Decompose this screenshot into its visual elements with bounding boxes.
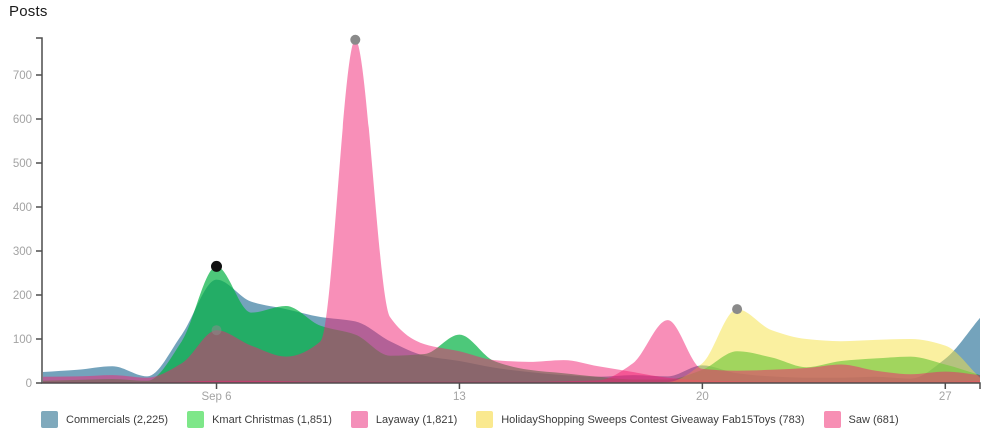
peak-marker-layaway-day6[interactable]: [211, 325, 222, 336]
y-tick-label: 700: [13, 70, 32, 82]
y-tick-label: 300: [13, 246, 32, 258]
legend-label: HolidayShopping Sweeps Contest Giveaway …: [501, 413, 805, 426]
legend-item-kmart-christmas[interactable]: Kmart Christmas (1,851): [187, 411, 332, 428]
peak-marker-holidayshopping-sweeps-contest-giveaway-fab15toys-day21[interactable]: [732, 304, 743, 315]
legend-swatch-holidayshopping-sweeps-contest-giveaway-fab15toys: [476, 411, 494, 428]
legend-swatch-commercials: [41, 411, 58, 428]
x-tick-label: 13: [453, 391, 466, 403]
legend-swatch-layaway: [350, 411, 368, 428]
legend-label: Saw (681): [848, 413, 899, 426]
page-title: Posts: [9, 3, 48, 20]
peak-marker-layaway-day10[interactable]: [350, 34, 361, 45]
legend-swatch-kmart-christmas: [187, 411, 205, 428]
legend-label: Kmart Christmas (1,851): [212, 413, 332, 426]
area-series-layaway[interactable]: [43, 39, 980, 384]
y-tick-label: 200: [13, 290, 32, 302]
legend-item-saw[interactable]: Saw (681): [823, 411, 899, 428]
axes: [36, 37, 981, 389]
y-tick-label: 500: [13, 158, 32, 170]
x-tick-label: 27: [939, 391, 952, 403]
legend-item-layaway[interactable]: Layaway (1,821): [350, 411, 458, 428]
y-tick-label: 100: [13, 334, 32, 346]
x-tick-label: 20: [696, 391, 709, 403]
area-series-saw[interactable]: [43, 320, 980, 383]
legend-label: Commercials (2,225): [66, 413, 169, 426]
y-tick-label: 400: [13, 202, 32, 214]
legend-item-commercials[interactable]: Commercials (2,225): [41, 411, 168, 428]
chart-legend: Commercials (2,225) Kmart Christmas (1,85…: [41, 411, 899, 428]
legend-label: Layaway (1,821): [375, 413, 458, 426]
y-tick-label: 0: [26, 378, 32, 390]
y-tick-label: 600: [13, 114, 32, 126]
legend-swatch-saw: [823, 411, 841, 428]
legend-item-holidayshopping-sweeps-contest-giveaway-fab15toys[interactable]: HolidayShopping Sweeps Contest Giveaway …: [476, 411, 805, 428]
peak-marker-kmart-christmas-day6[interactable]: [211, 260, 222, 272]
area-series-holidayshopping-sweeps-contest-giveaway-fab15toys[interactable]: [43, 309, 980, 383]
x-tick-label: Sep 6: [201, 391, 231, 403]
